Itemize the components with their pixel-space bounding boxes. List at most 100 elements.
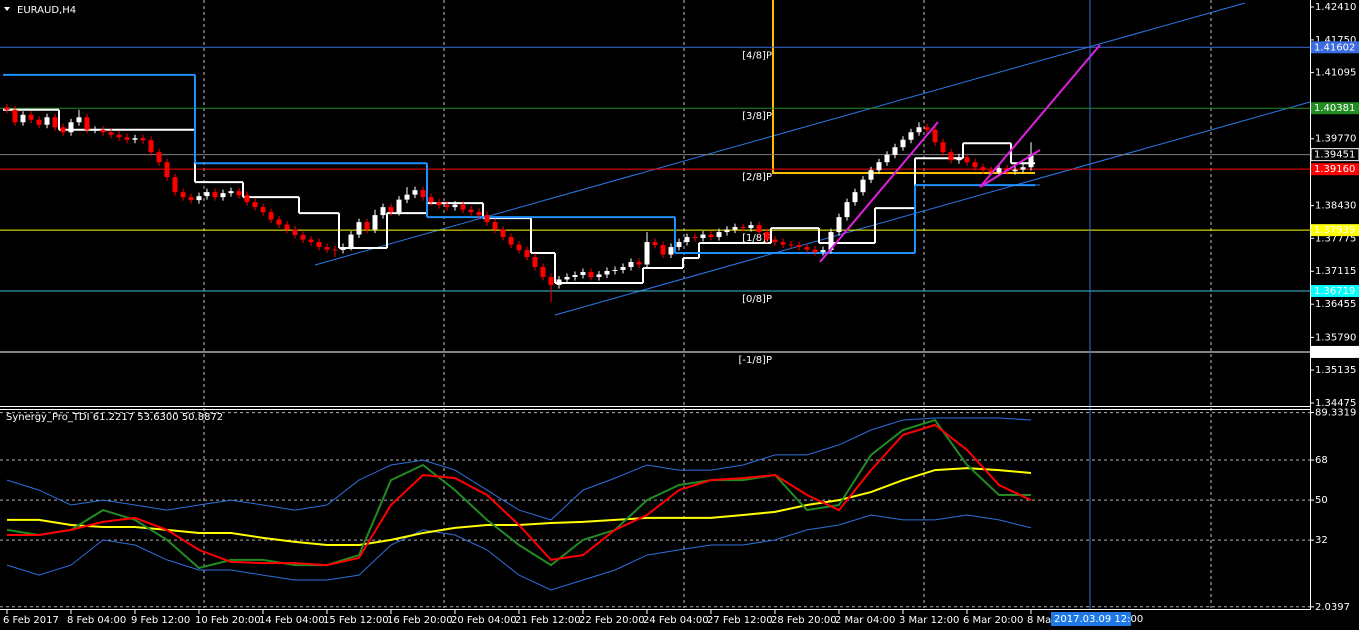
candle-body <box>60 127 66 133</box>
candle-body <box>460 204 466 210</box>
candle-body <box>572 274 578 277</box>
indicator-line <box>7 423 1032 567</box>
candle-body <box>236 191 242 196</box>
candle-body <box>524 250 530 258</box>
candle-body <box>500 229 506 238</box>
symbol-title: EURAUD,H4 <box>17 5 76 16</box>
y-tick-label: 1.37775 <box>1315 233 1356 244</box>
price-tag <box>1311 163 1359 176</box>
candle-body <box>428 197 434 203</box>
candle-body <box>244 195 250 203</box>
x-tick-label: 14 Feb 04:00 <box>259 615 325 626</box>
indicator-line <box>6 418 1031 570</box>
level-label: [3/8]P <box>742 111 772 122</box>
y-tick-label: 1.41750 <box>1315 35 1356 46</box>
candle-body <box>772 239 778 243</box>
plot-area: [4/8]P [3/8]P [2/8]P [1/8]P [0/8]P [-1/8]P <box>0 46 1310 608</box>
candle-body <box>852 192 858 203</box>
candle-body <box>732 227 738 230</box>
candle-body <box>84 117 90 130</box>
candle-body <box>348 234 354 248</box>
x-tick-label: 10 Feb 20:00 <box>195 615 261 626</box>
candle-body <box>444 205 450 208</box>
candle-body <box>756 225 762 233</box>
candle-body <box>548 276 554 285</box>
candle-body <box>76 117 82 123</box>
price-tag <box>1311 285 1359 298</box>
candle-body <box>420 190 426 198</box>
y-tick-label: 89.3319 <box>1315 408 1356 419</box>
price-tag-label: 1.41602 <box>1314 42 1355 53</box>
y-tick-label: 50 <box>1315 495 1328 506</box>
candle-body <box>412 190 418 195</box>
candle-body <box>68 122 74 133</box>
candle-body <box>948 152 954 161</box>
x-tick-label: 16 Feb 20:00 <box>387 615 453 626</box>
candle-body <box>812 249 818 253</box>
candle-body <box>956 157 962 161</box>
candle-body <box>652 242 658 246</box>
x-tick-label: 6 Feb 2017 <box>3 615 59 626</box>
indicator-line <box>6 417 1032 521</box>
candle-body <box>908 132 914 140</box>
candle-body <box>860 179 866 193</box>
candle-body <box>52 117 58 128</box>
candle-body <box>124 137 130 140</box>
y-tick-label: 1.35135 <box>1315 365 1356 376</box>
candle-body <box>844 202 850 218</box>
candle-body <box>228 191 234 194</box>
candle-body <box>468 209 474 213</box>
candle-body <box>820 250 826 253</box>
candle-body <box>372 215 378 230</box>
candle-body <box>20 114 26 123</box>
x-tick-label: 15 Feb 12:00 <box>323 615 389 626</box>
x-tick-label: 9 Feb 12:00 <box>131 615 190 626</box>
candle-body <box>212 192 218 198</box>
y-tick-label: 1.37115 <box>1315 266 1356 277</box>
candle-body <box>660 245 666 255</box>
candle-body <box>188 197 194 201</box>
candle-body <box>604 270 610 275</box>
cursor-time: 2017.03.09 12:00 <box>1054 614 1143 625</box>
candle-body <box>484 215 490 223</box>
candle-body <box>596 274 602 277</box>
candle-body <box>748 225 754 229</box>
candle-body <box>12 109 18 123</box>
bid-tag <box>1310 148 1359 162</box>
y-tick-label: 1.39770 <box>1315 134 1356 145</box>
indicator-title: Synergy_Pro_TDI 61.2217 53.6300 50.8872 <box>6 412 223 423</box>
indicator-line <box>6 514 1032 591</box>
y-tick-label: 1.38430 <box>1315 201 1356 212</box>
candle-body <box>892 147 898 155</box>
candle-body <box>332 249 338 251</box>
candle-body <box>196 196 202 201</box>
candle-body <box>764 232 770 240</box>
candle-body <box>724 229 730 233</box>
candle-body <box>284 224 290 230</box>
candle-body <box>516 244 522 251</box>
y-tick-label: 1.42410 <box>1315 2 1356 13</box>
candle-body <box>28 114 34 120</box>
cursor-time-box <box>1051 612 1131 626</box>
y-tick-label: 1.35790 <box>1315 332 1356 343</box>
menu-arrow[interactable] <box>4 7 10 11</box>
candle-body <box>108 132 114 135</box>
candle-body <box>788 244 794 246</box>
candle-body <box>996 168 1002 173</box>
candle-body <box>340 247 346 251</box>
candle-body <box>508 237 514 245</box>
price-tag-label: 1.40381 <box>1314 103 1355 114</box>
level-label: [-1/8]P <box>738 355 772 366</box>
x-tick-label: 2 Mar 04:00 <box>835 615 895 626</box>
candle-body <box>164 162 170 178</box>
level-label: [2/8]P <box>742 172 772 183</box>
candle-body <box>924 127 930 130</box>
x-tick-label: 6 Mar 20:00 <box>963 615 1023 626</box>
candle-body <box>476 212 482 216</box>
candle-body <box>716 232 722 238</box>
candle-body <box>628 262 634 268</box>
candle-body <box>436 202 442 206</box>
